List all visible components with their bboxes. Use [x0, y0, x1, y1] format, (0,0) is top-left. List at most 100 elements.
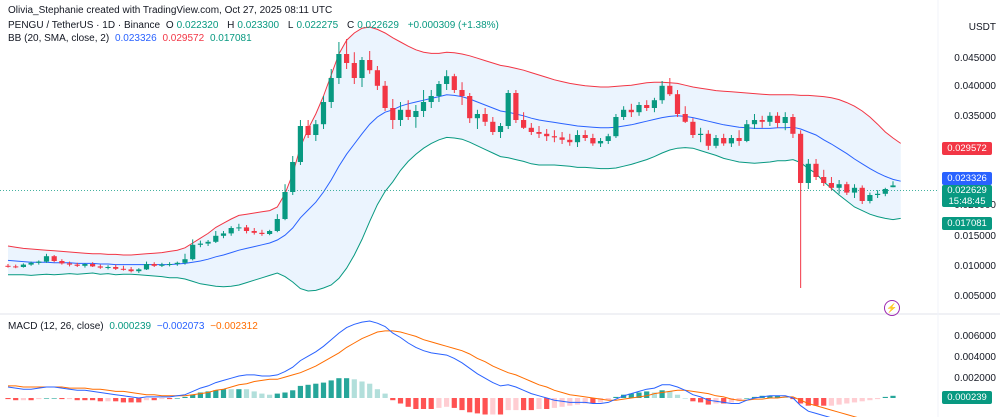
- candle-body: [751, 120, 758, 125]
- macd-line: [7, 320, 831, 417]
- candle-body: [128, 269, 134, 272]
- macd-signal-line: [8, 330, 858, 417]
- macd-histogram-bar: [236, 389, 242, 398]
- macd-histogram-bar: [497, 398, 504, 415]
- macd-histogram-bar: [290, 390, 296, 398]
- macd-legend-hist: 0.000239: [109, 321, 152, 332]
- macd-histogram-bar: [859, 398, 865, 402]
- bb-legend-label: BB (20, SMA, close, 2): [8, 33, 110, 44]
- candle-body: [59, 261, 65, 264]
- macd-histogram-bar: [143, 398, 150, 401]
- macd-histogram-bar: [182, 396, 188, 398]
- macd-histogram-bar: [705, 398, 711, 405]
- bb-upper-line: [7, 26, 901, 256]
- candle-body: [875, 193, 881, 195]
- macd-histogram-bar: [805, 398, 811, 406]
- macd-histogram-bar: [359, 381, 365, 398]
- candle-body: [159, 264, 165, 266]
- symbol-legend[interactable]: PENGU / TetherUS · 1D · Binance O 0.02232…: [8, 20, 502, 32]
- candle-body: [767, 115, 773, 122]
- candle-body: [344, 54, 350, 63]
- candle-body: [397, 109, 404, 120]
- macd-histogram-bar: [521, 398, 527, 411]
- last-price-value: 0.022629: [947, 185, 987, 196]
- macd-tick-label: 0.002000: [954, 373, 996, 384]
- macd-histogram-bar: [113, 398, 119, 402]
- macd-histogram-bar: [243, 389, 250, 398]
- price-tick-label: 0.010000: [954, 261, 996, 272]
- candle-body: [867, 195, 873, 201]
- macd-histogram-bar: [74, 398, 80, 401]
- macd-histogram-bar: [436, 398, 442, 408]
- macd-histogram-bar: [128, 398, 134, 403]
- macd-histogram-bar: [374, 389, 380, 398]
- macd-histogram-bar: [582, 398, 588, 404]
- candle-body: [728, 138, 734, 144]
- macd-tick-label: 0.004000: [954, 352, 996, 363]
- macd-histogram-bar: [336, 378, 342, 398]
- macd-histogram-bar: [305, 384, 311, 398]
- macd-histogram-bar: [628, 393, 634, 398]
- macd-histogram-bar: [351, 379, 357, 398]
- price-axis-currency[interactable]: USDT: [968, 22, 996, 33]
- macd-hist-tag: 0.000239: [942, 391, 992, 404]
- candle-body: [190, 244, 196, 260]
- macd-histogram-bar: [590, 398, 596, 404]
- candle-body: [51, 256, 57, 261]
- candle-body: [290, 162, 296, 192]
- candle-body: [667, 85, 673, 95]
- candle-body: [228, 228, 234, 234]
- bb-legend-upper: 0.029572: [162, 33, 205, 44]
- macd-histogram-bar: [851, 398, 858, 403]
- bb-band-area: [8, 27, 901, 291]
- macd-histogram-bar: [698, 398, 704, 403]
- macd-histogram-bar: [659, 390, 665, 398]
- candle-body: [813, 163, 819, 177]
- candle-body: [497, 126, 504, 132]
- macd-histogram-bar: [190, 394, 196, 398]
- macd-histogram-bar: [274, 393, 280, 398]
- macd-histogram-bar: [90, 398, 96, 401]
- candle-body: [597, 141, 604, 144]
- macd-histogram-bar: [367, 383, 373, 398]
- candle-body: [644, 105, 650, 108]
- macd-histogram-bar: [682, 398, 688, 399]
- candle-body: [90, 264, 96, 267]
- macd-histogram-bar: [136, 398, 142, 403]
- macd-histogram-bar: [844, 398, 850, 404]
- macd-histogram-bar: [59, 398, 65, 400]
- candle-body: [5, 265, 11, 267]
- macd-histogram-bar: [328, 380, 334, 398]
- candle-body: [467, 96, 473, 119]
- macd-histogram-bar: [482, 398, 488, 415]
- candle-body: [544, 133, 550, 137]
- candle-body: [151, 264, 157, 266]
- candle-body: [851, 187, 858, 193]
- lightning-icon[interactable]: ⚡: [884, 300, 900, 316]
- macd-histogram-bar: [5, 398, 11, 400]
- price-tick-label: 0.045000: [954, 53, 996, 64]
- macd-histogram-bar: [320, 382, 327, 398]
- macd-histogram-bar: [544, 398, 550, 409]
- candle-body: [605, 136, 611, 141]
- price-tick-label: 0.015000: [954, 231, 996, 242]
- candle-body: [444, 76, 450, 84]
- candle-body: [621, 109, 627, 117]
- candle-body: [844, 184, 850, 193]
- candle-body: [436, 84, 442, 96]
- macd-histogram-bar: [159, 398, 165, 400]
- candle-body: [43, 256, 50, 262]
- candle-body: [805, 163, 811, 183]
- bb-legend[interactable]: BB (20, SMA, close, 2) 0.023326 0.029572…: [8, 33, 255, 45]
- macd-histogram-bar: [297, 385, 303, 398]
- macd-legend[interactable]: MACD (12, 26, close) 0.000239 −0.002073 …: [8, 321, 261, 333]
- macd-histogram-bar: [151, 398, 157, 401]
- macd-histogram-bar: [13, 398, 19, 401]
- macd-histogram-bar: [313, 383, 319, 398]
- macd-histogram-bar: [444, 398, 450, 407]
- macd-histogram-bar: [674, 394, 681, 398]
- candle-body: [113, 267, 119, 269]
- macd-histogram-bar: [205, 391, 211, 398]
- candle-body: [420, 102, 427, 111]
